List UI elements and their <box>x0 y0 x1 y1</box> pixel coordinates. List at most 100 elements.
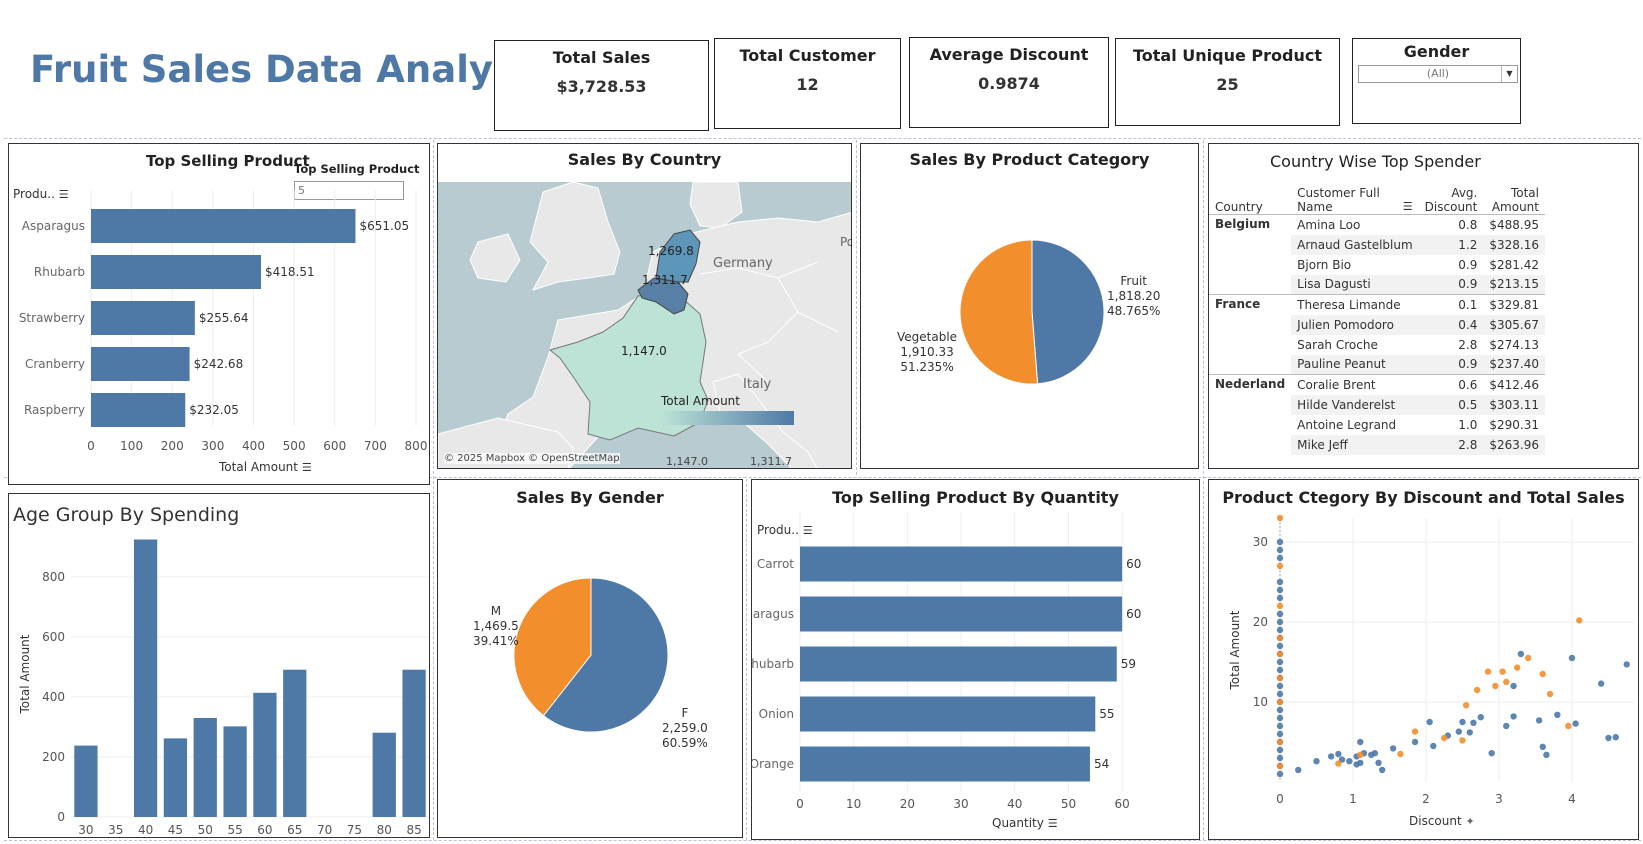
scatter-point <box>1277 643 1283 649</box>
pin-icon[interactable]: ✦ <box>1466 815 1475 828</box>
scatter-point <box>1478 714 1484 720</box>
table-row[interactable]: Nederland Coralie Brent 0.6 $412.46 <box>1209 375 1545 395</box>
kpi-total-sales-value: $3,728.53 <box>495 77 708 96</box>
scatter-xaxis-title: Discount ✦ <box>1409 814 1475 828</box>
x-tick-label: 800 <box>405 439 428 453</box>
age-group-chart: 020040060080030 35 40 45 50 55 60 65 70 75 80 85Tot… <box>9 494 430 838</box>
table-row[interactable]: France Theresa Limande 0.1 $329.81 <box>1209 295 1545 315</box>
bar <box>91 393 185 427</box>
col-customer-name-1: Customer Full <box>1297 186 1380 200</box>
scatter-xlabel: Discount <box>1409 814 1462 828</box>
y-axis-title: Total Amount <box>18 634 32 714</box>
bar <box>91 347 190 381</box>
scatter-point <box>1430 743 1436 749</box>
scatter-point <box>1467 729 1473 735</box>
col-avg-discount: Avg. Discount <box>1419 186 1484 215</box>
scatter-point <box>1514 664 1520 670</box>
x-tick-label: 2 <box>1422 792 1430 806</box>
x-tick-label: 0 <box>87 439 95 453</box>
category-vegetable-label: Vegetable 1,910.33 51.235% <box>897 330 957 375</box>
y-axis-title: Total Amount <box>1228 610 1242 690</box>
avg-discount-cell: 1.2 <box>1419 235 1484 255</box>
scatter-point <box>1503 679 1509 685</box>
scatter-point <box>1277 595 1283 601</box>
bar <box>800 647 1117 682</box>
f-pct: 60.59% <box>662 736 708 751</box>
table-row[interactable]: Belgium Amina Loo 0.8 $488.95 <box>1209 215 1545 235</box>
sales-country-title: Sales By Country <box>438 150 851 169</box>
chevron-down-icon[interactable]: ▼ <box>1501 66 1517 82</box>
total-amount-cell: $290.31 <box>1483 415 1545 435</box>
x-tick-label: 40 <box>138 823 153 837</box>
country-cell: Belgium <box>1209 215 1291 295</box>
gender-select[interactable]: (All) ▼ <box>1358 65 1518 83</box>
category-label: Strawberry <box>19 311 85 325</box>
scatter-point <box>1463 702 1469 708</box>
map-attribution[interactable]: © 2025 Mapbox © OpenStreetMap <box>444 453 620 464</box>
scatter-point <box>1518 651 1524 657</box>
sales-by-country-panel: Sales By Country 1,269.8 1,311.7 1,147.0… <box>437 143 852 469</box>
customer-name-cell: Mike Jeff <box>1291 435 1419 455</box>
country-map[interactable] <box>438 182 852 469</box>
scatter-point <box>1277 563 1283 569</box>
scatter-point <box>1492 683 1498 689</box>
data-label: 59 <box>1121 657 1136 671</box>
vegetable-name: Vegetable <box>897 330 957 345</box>
scatter-point <box>1277 675 1283 681</box>
map-place-germany: Germany <box>713 256 773 271</box>
fruit-pct: 48.765% <box>1107 304 1160 319</box>
sort-icon[interactable]: ☰ <box>1048 817 1058 830</box>
x-tick-label: 1 <box>1349 792 1357 806</box>
x-tick-label: 500 <box>283 439 306 453</box>
f-name: F <box>662 706 708 721</box>
scatter-point <box>1470 720 1476 726</box>
x-tick-label: 700 <box>364 439 387 453</box>
top-quantity-xlabel: Quantity <box>992 816 1044 830</box>
x-tick-label: 35 <box>108 823 123 837</box>
bar <box>91 255 261 289</box>
bar <box>800 597 1122 632</box>
top-spender-table: Country Customer Full Name ☰ Avg. Discount… <box>1209 186 1545 455</box>
data-label: 60 <box>1126 607 1141 621</box>
sort-icon[interactable]: ☰ <box>302 461 312 474</box>
top-selling-product-panel: Top Selling Product Top Selling Product … <box>8 143 430 485</box>
f-value: 2,259.0 <box>662 721 708 736</box>
scatter-point <box>1277 651 1283 657</box>
bar <box>223 726 246 817</box>
sort-icon[interactable]: ☰ <box>1403 200 1413 213</box>
avg-discount-cell: 0.4 <box>1419 315 1484 335</box>
map-place-po: Po <box>840 235 852 249</box>
avg-discount-cell: 0.1 <box>1419 295 1484 315</box>
bar <box>253 693 276 817</box>
avg-discount-cell: 0.6 <box>1419 375 1484 395</box>
top-selling-xaxis-title: Total Amount ☰ <box>219 460 312 474</box>
bar <box>91 209 355 243</box>
scatter-point <box>1295 767 1301 773</box>
kpi-total-sales-label: Total Sales <box>495 48 708 67</box>
total-amount-cell: $237.40 <box>1483 355 1545 375</box>
top-quantity-xaxis-title: Quantity ☰ <box>992 816 1058 830</box>
scatter-point <box>1277 739 1283 745</box>
scatter-point <box>1412 728 1418 734</box>
y-tick-label: 30 <box>1253 535 1268 549</box>
bar <box>800 547 1122 582</box>
scatter-point <box>1277 603 1283 609</box>
data-label: $255.64 <box>199 311 249 325</box>
top-spender-panel: Country Wise Top Spender Country Custome… <box>1208 143 1639 469</box>
scatter-point <box>1357 739 1363 745</box>
scatter-point <box>1277 667 1283 673</box>
scatter-point <box>1474 687 1480 693</box>
customer-name-cell: Amina Loo <box>1291 215 1419 235</box>
customer-name-cell: Arnaud Gastelblum <box>1291 235 1419 255</box>
gender-m-label: M 1,469.5 39.41% <box>473 604 519 649</box>
scatter-point <box>1390 745 1396 751</box>
country-cell: France <box>1209 295 1291 375</box>
scatter-point <box>1565 723 1571 729</box>
kpi-total-unique-product: Total Unique Product 25 <box>1115 38 1340 126</box>
customer-name-cell: Coralie Brent <box>1291 375 1419 395</box>
map-place-italy: Italy <box>743 377 771 392</box>
col-total-amount-1: Total <box>1511 186 1539 200</box>
x-tick-label: 70 <box>317 823 332 837</box>
kpi-total-customer-value: 12 <box>715 75 900 94</box>
scatter-point <box>1277 763 1283 769</box>
